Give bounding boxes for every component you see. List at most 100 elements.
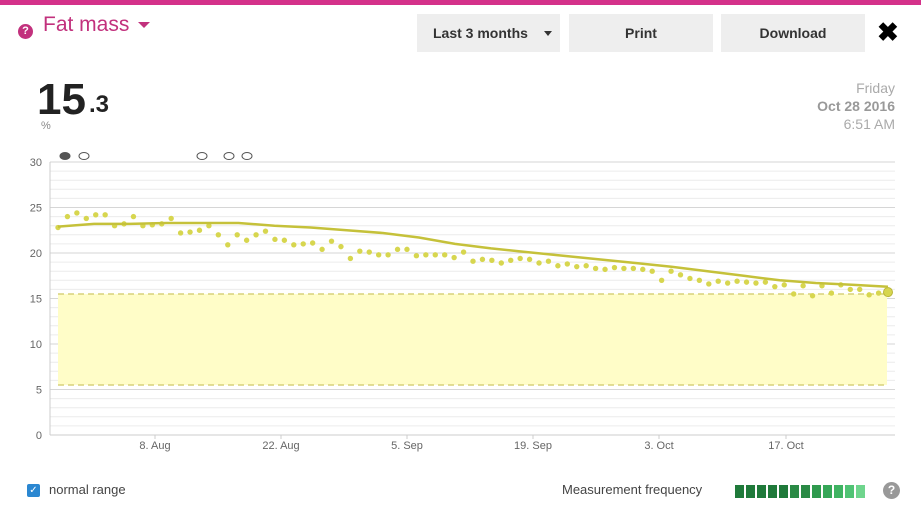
measurement-point <box>291 242 297 248</box>
measurement-point <box>432 252 438 258</box>
measurement-point <box>281 237 288 243</box>
y-tick-label: 10 <box>30 339 42 351</box>
normal-range-band <box>58 293 887 385</box>
measurement-point <box>630 265 637 272</box>
weekday-label: Friday <box>856 80 895 96</box>
fat-mass-chart[interactable]: 0 5 10 15 20 25 30 8. Aug 22. Aug 5. Sep 19. Sep 3.… <box>0 145 921 460</box>
measurement-point <box>470 258 476 264</box>
measurement-point <box>621 265 627 272</box>
time-range-label: Last 3 months <box>433 25 528 41</box>
measurement-point <box>790 291 797 297</box>
frequency-bar <box>790 485 799 498</box>
measurement-point <box>640 266 646 273</box>
close-icon[interactable]: ✖ <box>877 17 899 47</box>
measurement-point <box>809 293 816 299</box>
measurement-frequency-bars <box>735 485 865 498</box>
measurement-point <box>479 256 486 263</box>
frequency-bar <box>768 485 777 498</box>
frequency-bar <box>735 485 744 498</box>
normal-range-label: normal range <box>49 482 126 497</box>
measurement-point <box>328 238 335 244</box>
measurement-point <box>177 230 184 236</box>
current-value-unit: % <box>41 120 51 132</box>
measurement-point <box>357 248 363 254</box>
x-tick-label: 22. Aug <box>262 440 299 452</box>
measurement-point <box>338 243 344 250</box>
measurement-point <box>74 210 80 216</box>
frequency-bar <box>845 485 854 498</box>
measurement-point <box>658 277 665 283</box>
help-icon[interactable]: ? <box>883 482 900 499</box>
measurement-point <box>498 260 504 266</box>
comment-marker-icon <box>223 152 235 160</box>
measurement-point <box>300 241 306 247</box>
measurement-point <box>225 242 231 248</box>
measurement-point <box>677 272 684 278</box>
measurement-point <box>442 252 448 258</box>
metric-title-dropdown[interactable]: Fat mass <box>43 13 130 36</box>
measurement-point <box>253 232 259 238</box>
measurement-point <box>800 283 806 289</box>
frequency-bar <box>834 485 843 498</box>
trend-line <box>57 221 889 288</box>
measurement-point <box>781 282 787 288</box>
normal-range-checkbox[interactable]: ✓ <box>27 484 40 497</box>
current-value-integer: 15 <box>37 75 86 124</box>
comment-marker-icon <box>241 152 253 160</box>
measurement-point <box>375 252 382 258</box>
measurement-point <box>508 257 514 263</box>
x-tick-label: 5. Sep <box>391 440 423 452</box>
measurement-point <box>394 246 401 253</box>
measurement-point <box>847 286 853 293</box>
measurement-point <box>196 227 203 233</box>
y-tick-label: 20 <box>30 248 42 260</box>
measurement-point <box>592 265 599 272</box>
measurement-point <box>828 290 835 296</box>
measurement-point <box>649 268 655 274</box>
chevron-down-icon[interactable] <box>138 22 150 28</box>
measurement-point <box>564 261 571 267</box>
measurement-point <box>743 279 750 285</box>
measurement-point <box>64 213 71 220</box>
measurement-point <box>724 280 731 286</box>
measurement-point <box>602 266 608 273</box>
measurement-point <box>234 232 240 238</box>
measurement-point <box>555 263 561 269</box>
measurement-point <box>875 290 882 296</box>
measurement-point <box>319 246 325 253</box>
frequency-bar <box>812 485 821 498</box>
x-tick-label: 3. Oct <box>644 440 673 452</box>
measurement-point <box>272 236 278 243</box>
time-range-select[interactable]: Last 3 months <box>417 14 560 52</box>
time-label: 6:51 AM <box>843 116 895 132</box>
measurement-point <box>762 279 769 285</box>
measurement-point <box>857 286 863 293</box>
x-tick-label: 19. Sep <box>514 440 552 452</box>
measurement-point <box>83 215 89 222</box>
measurement-point <box>451 254 457 261</box>
measurement-point <box>460 249 467 255</box>
frequency-bar <box>779 485 788 498</box>
frequency-bar <box>823 485 832 498</box>
latest-measurement-point <box>883 287 893 298</box>
comment-marker-icon <box>78 152 90 160</box>
measurement-point <box>706 281 712 287</box>
download-button[interactable]: Download <box>721 14 865 52</box>
measurement-point <box>517 255 523 262</box>
measurement-point <box>772 283 778 290</box>
top-accent-bar <box>0 0 921 5</box>
measurement-point <box>206 223 212 229</box>
measurement-date: Friday Oct 28 2016 6:51 AM <box>817 79 895 133</box>
measurement-point <box>583 263 589 269</box>
print-button[interactable]: Print <box>569 14 713 52</box>
comment-marker-icon <box>196 152 208 160</box>
measurement-point <box>715 278 721 284</box>
measurement-point <box>215 232 222 238</box>
measurement-point <box>102 212 108 218</box>
x-tick-label: 17. Oct <box>768 440 803 452</box>
measurement-point <box>687 275 693 282</box>
current-value-decimal: .3 <box>89 91 110 118</box>
measurement-point <box>668 268 674 274</box>
measurement-point <box>545 258 552 264</box>
help-icon[interactable]: ? <box>18 24 33 39</box>
